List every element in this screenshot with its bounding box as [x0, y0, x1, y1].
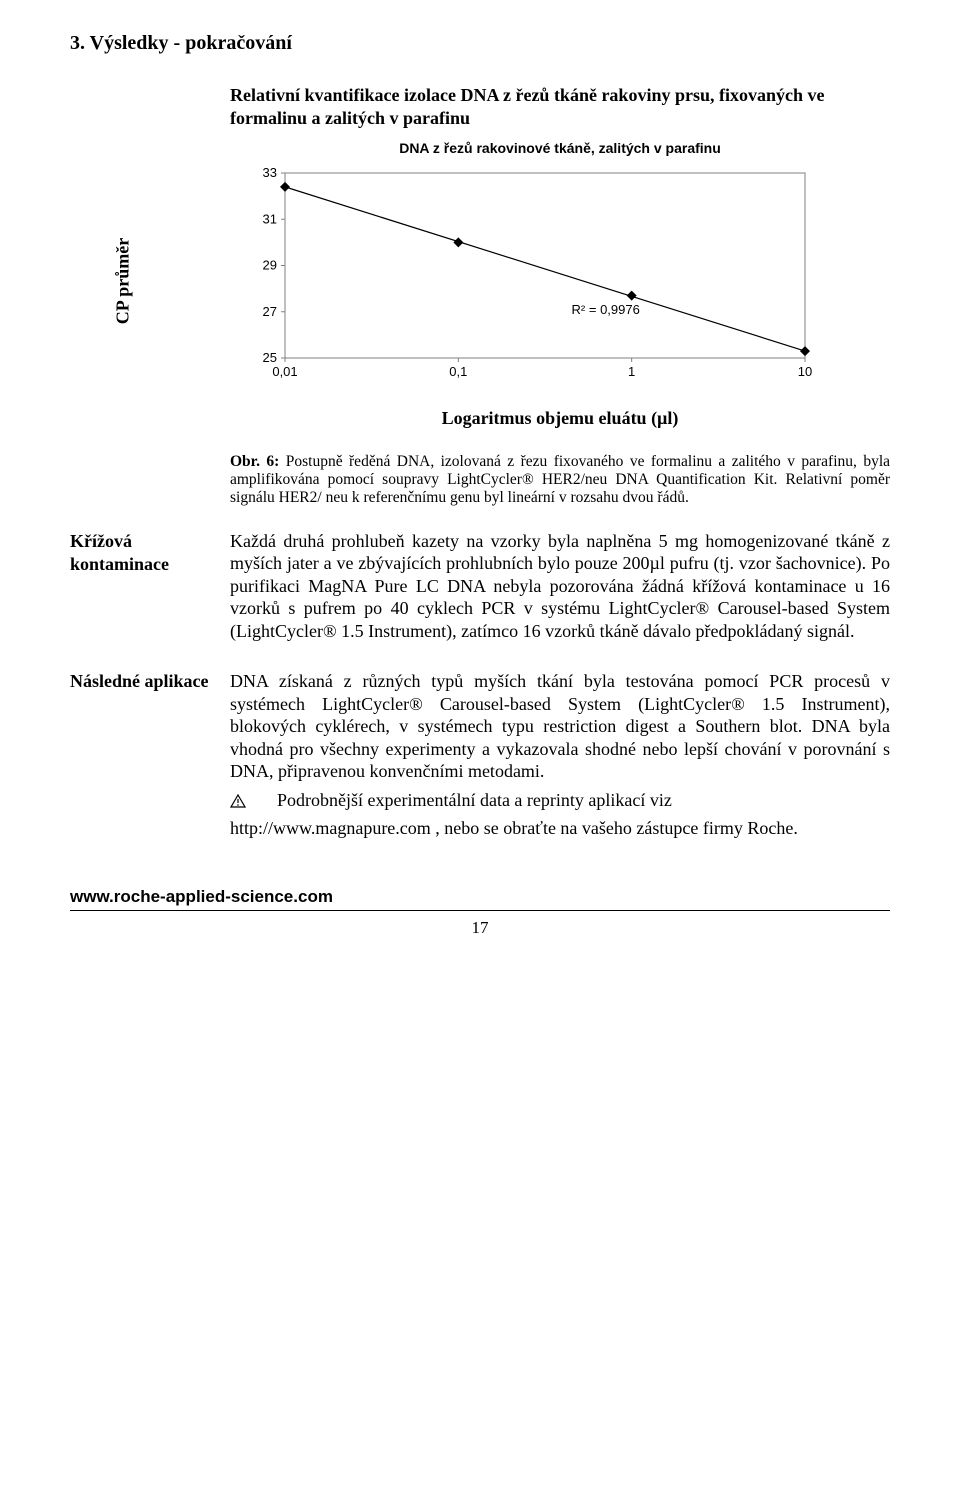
svg-text:29: 29	[263, 257, 277, 272]
chart-intro: Relativní kvantifikace izolace DNA z řez…	[230, 84, 890, 131]
svg-text:25: 25	[263, 350, 277, 365]
figure-caption-label: Obr. 6:	[230, 453, 279, 470]
footer-link: www.roche-applied-science.com	[70, 886, 890, 911]
svg-text:0,01: 0,01	[272, 364, 297, 379]
body-text: Každá druhá prohlubeň kazety na vzorky b…	[230, 530, 890, 649]
page-number: 17	[70, 917, 890, 939]
side-heading: Následné aplikace	[70, 670, 230, 693]
content-block: Následné aplikaceDNA získaná z různých t…	[70, 670, 890, 846]
figure-caption-text: Postupně ředěná DNA, izolovaná z řezu fi…	[230, 453, 890, 507]
svg-text:27: 27	[263, 304, 277, 319]
svg-text:0,1: 0,1	[449, 364, 467, 379]
y-axis-label: CP průměr	[112, 238, 135, 324]
figure-caption: Obr. 6: Postupně ředěná DNA, izolovaná z…	[230, 453, 890, 508]
svg-text:31: 31	[263, 211, 277, 226]
svg-text:33: 33	[263, 165, 277, 180]
section-heading: 3. Výsledky - pokračování	[70, 30, 890, 56]
x-axis-label: Logaritmus objemu eluátu (µl)	[230, 407, 890, 430]
side-heading: Křížová kontaminace	[70, 530, 230, 577]
svg-text:R² = 0,9976: R² = 0,9976	[572, 302, 640, 317]
svg-text:10: 10	[798, 364, 812, 379]
warning-icon	[230, 794, 246, 808]
chart-wrapper: CP průměr 25272931330,010,1110R² = 0,997…	[230, 163, 830, 399]
chart-title-top: DNA z řezů rakovinové tkáně, zalitých v …	[230, 139, 890, 157]
chart-svg: 25 27 29 31 33 0,01 0,1 1 10 R² = 0,9976	[230, 163, 830, 393]
content-block: Křížová kontaminaceKaždá druhá prohlubeň…	[70, 530, 890, 649]
svg-text:1: 1	[628, 364, 635, 379]
blocks-container: Křížová kontaminaceKaždá druhá prohlubeň…	[70, 530, 890, 846]
body-text: DNA získaná z různých typů myších tkání …	[230, 670, 890, 846]
